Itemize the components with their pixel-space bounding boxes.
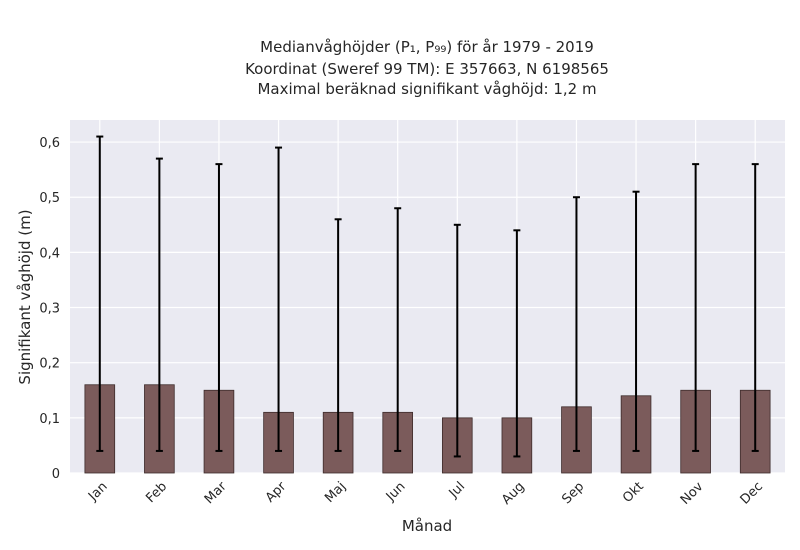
chart-title-line-2: Koordinat (Sweref 99 TM): E 357663, N 61… <box>245 60 609 78</box>
y-tick-label: 0,2 <box>39 357 60 372</box>
y-tick-label: 0,4 <box>39 246 60 261</box>
error-bars <box>96 135 759 458</box>
x-tick-label: Sep <box>559 479 587 507</box>
x-tick-label: Apr <box>263 479 290 506</box>
x-axis-label: Månad <box>402 517 452 535</box>
x-tick-label: Aug <box>499 479 528 508</box>
x-tick-label: Dec <box>738 479 766 507</box>
chart-title-line-3: Maximal beräknad signifikant våghöjd: 1,… <box>257 80 596 98</box>
y-tick-labels: 0 0,1 0,2 0,3 0,4 0,5 0,6 <box>39 136 60 482</box>
chart-title: Medianvåghöjder (P₁, P₉₉) för år 1979 - … <box>245 38 609 98</box>
y-tick-label: 0 <box>52 467 60 482</box>
y-tick-label: 0,3 <box>39 302 60 317</box>
x-tick-label: Okt <box>620 479 647 506</box>
x-tick-label: Jul <box>446 479 468 501</box>
plot-area <box>70 120 785 473</box>
x-tick-label: Mar <box>202 479 230 507</box>
x-tick-label: Nov <box>678 479 707 508</box>
x-tick-labels: Jan Feb Mar Apr Maj Jun Jul Aug Sep Okt Nov Dec <box>85 479 766 508</box>
x-tick-label: Feb <box>143 479 170 506</box>
y-tick-label: 0,6 <box>39 136 60 151</box>
x-tick-label: Jan <box>85 479 110 504</box>
y-tick-label: 0,1 <box>39 412 60 427</box>
y-axis-label: Signifikant våghöjd (m) <box>16 209 34 384</box>
y-tick-label: 0,5 <box>39 191 60 206</box>
chart-title-line-1: Medianvåghöjder (P₁, P₉₉) för år 1979 - … <box>260 38 594 56</box>
x-tick-label: Jun <box>383 479 409 505</box>
x-tick-label: Maj <box>322 479 349 506</box>
